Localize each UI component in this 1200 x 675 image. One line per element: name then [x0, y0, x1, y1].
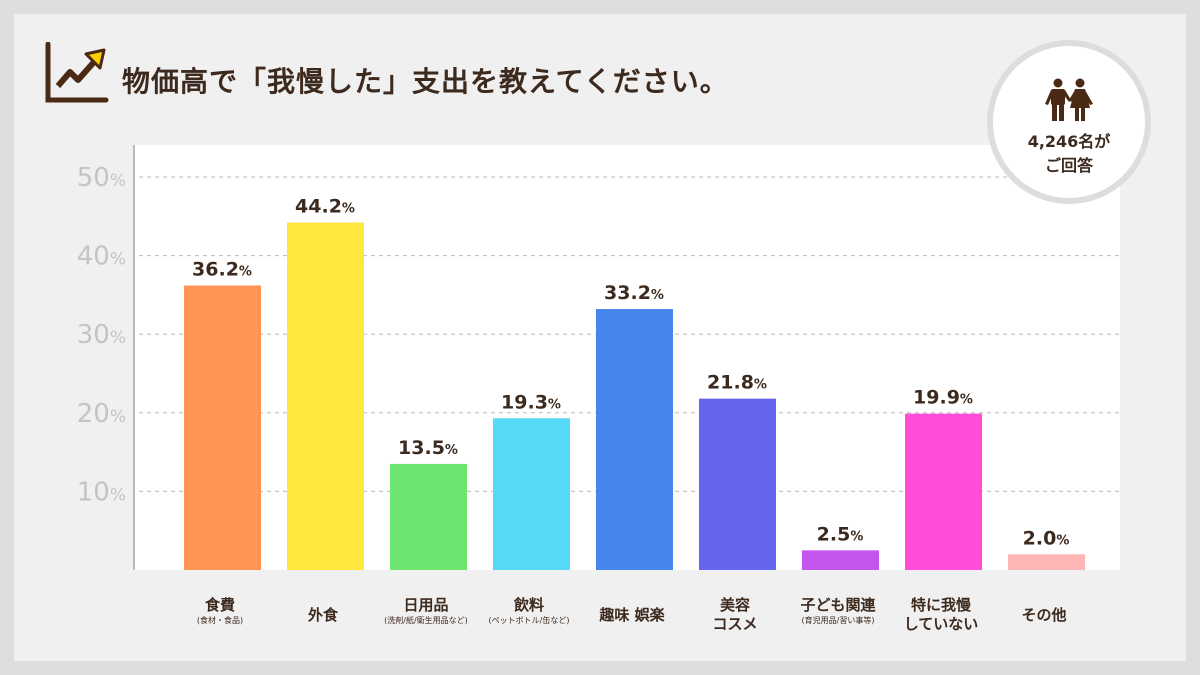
x-tick-sublabel: (ペットボトル/缶など): [488, 616, 570, 625]
bar: [1008, 554, 1085, 570]
data-label: 19.9%: [913, 387, 973, 409]
bar: [184, 285, 261, 570]
plot-area: 36.2% 44.2% 13.5% 19.3% 33.2% 21.8% 2.5% 19.9% 2…: [133, 145, 1122, 570]
respondent-label: ご回答: [1044, 156, 1093, 175]
respondent-count: 4,246名が: [1027, 132, 1111, 151]
x-tick-label: 子ども関連 (育児用品/習い事等): [783, 596, 893, 627]
x-tick-label: 日用品 (洗剤/紙/衛生用品など): [371, 596, 481, 627]
data-label: 2.0%: [1023, 527, 1070, 549]
data-label: 44.2%: [295, 196, 355, 218]
x-tick-label: 外食: [307, 606, 338, 624]
x-tick-sublabel: (育児用品/習い事等): [801, 616, 875, 625]
chart-title: 物価高で「我慢した」支出を教えてください。: [122, 65, 729, 98]
respondents-badge: 4,246名が ご回答: [987, 40, 1151, 204]
x-tick-label: 飲料 (ペットボトル/缶など): [474, 596, 584, 627]
x-tick-label: 美容 コスメ: [712, 596, 758, 633]
data-label: 36.2%: [192, 258, 252, 280]
x-tick-sublabel: (食材・食品): [196, 616, 244, 625]
data-label: 13.5%: [398, 437, 458, 459]
y-tick-label: 40%: [77, 242, 126, 272]
bar: [493, 418, 570, 570]
x-tick-label: 特に我慢 していない: [903, 596, 979, 633]
couple-icon: [1045, 78, 1093, 121]
y-axis: 10% 20% 30% 40% 50%: [77, 163, 126, 507]
bar: [802, 550, 879, 570]
bar: [390, 463, 467, 570]
x-tick-label: その他: [1021, 606, 1067, 624]
y-tick-label: 10%: [77, 477, 126, 507]
y-tick-label: 20%: [77, 399, 126, 429]
y-tick-label: 50%: [77, 163, 126, 193]
bar: [287, 222, 364, 570]
data-label: 19.3%: [501, 391, 561, 413]
data-label: 2.5%: [817, 523, 864, 545]
x-tick-sublabel: (洗剤/紙/衛生用品など): [384, 616, 468, 625]
bar: [699, 398, 776, 570]
y-tick-label: 30%: [77, 320, 126, 350]
trend-up-icon: [45, 42, 109, 103]
x-tick-label: 食費 (食材・食品): [165, 596, 275, 627]
x-tick-label: 趣味 娯楽: [599, 606, 665, 624]
bar-chart: 36.2% 44.2% 13.5% 19.3% 33.2% 21.8% 2.5% 19.9% 2…: [139, 176, 1122, 570]
bar: [905, 413, 982, 570]
data-label: 21.8%: [707, 372, 767, 394]
bar: [596, 309, 673, 570]
data-label: 33.2%: [604, 282, 664, 304]
